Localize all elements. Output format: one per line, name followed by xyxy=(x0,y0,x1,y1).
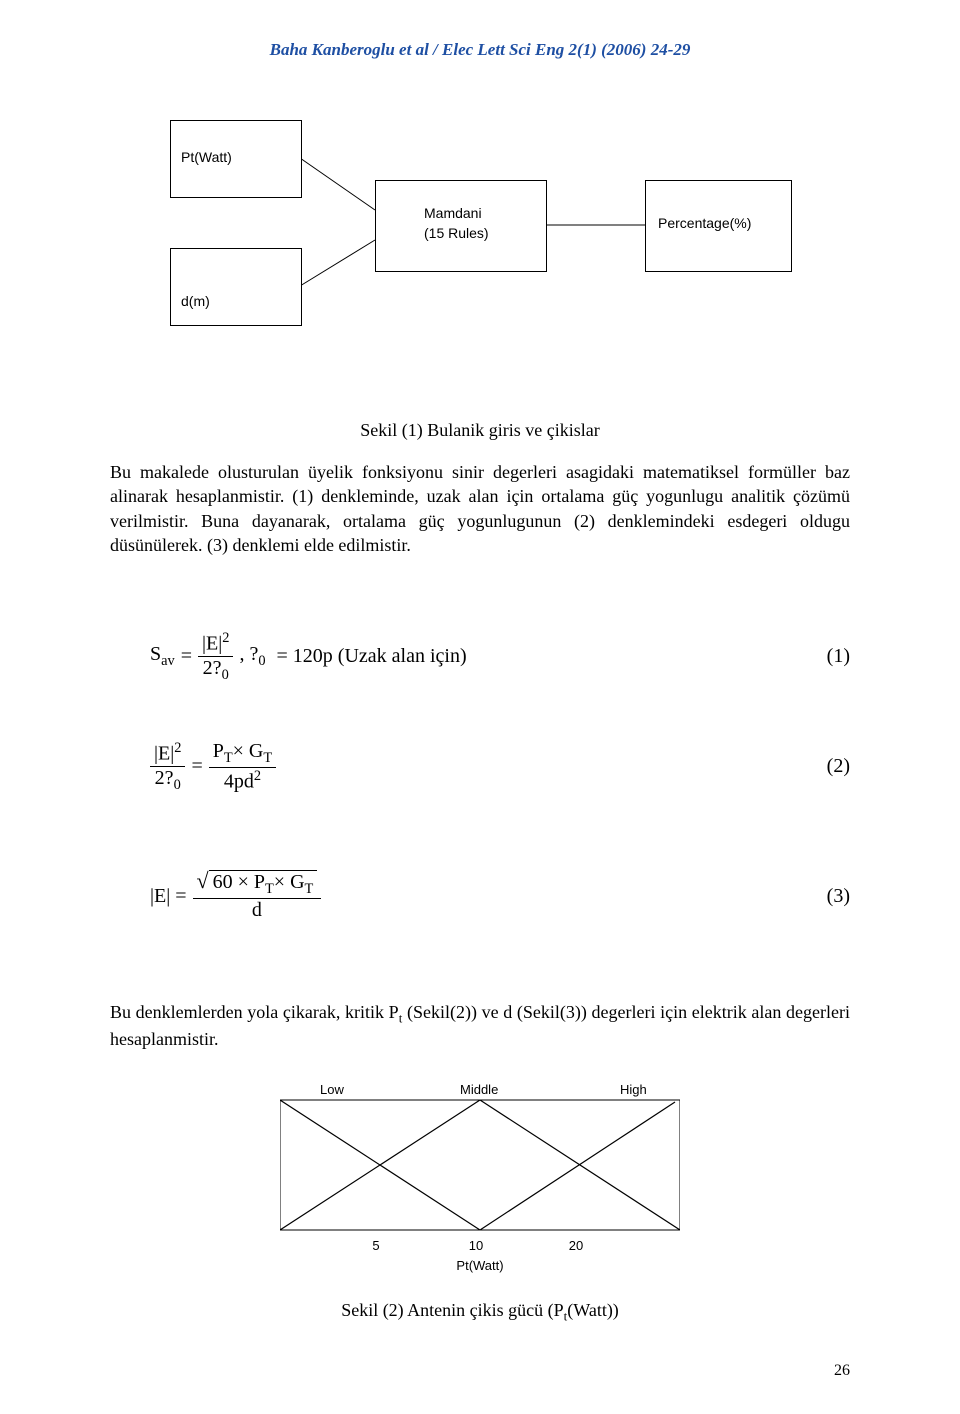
fig1-box-dm-label: d(m) xyxy=(181,293,210,309)
eq1-lhs: Sav xyxy=(150,643,175,670)
fig2-label-middle: Middle xyxy=(460,1082,498,1097)
fig1-box-out: Percentage(%) xyxy=(645,180,792,272)
figure-2-caption: Sekil (2) Antenin çikis gücü (Pt(Watt)) xyxy=(0,1300,960,1325)
fig2-tick-1: 10 xyxy=(469,1238,483,1253)
eq1-frac: |E|2 2?0 xyxy=(198,630,233,684)
paragraph-1: Bu makalede olusturulan üyelik fonksiyon… xyxy=(110,460,850,557)
eq3-lhs: |E| = xyxy=(150,885,187,908)
figure-1-flowchart: Pt(Watt) d(m) Mamdani (15 Rules) Percent… xyxy=(170,100,790,350)
equals-sign: = xyxy=(191,755,202,778)
fig1-box-mid-label2: (15 Rules) xyxy=(424,225,489,241)
fig2-xlabel: Pt(Watt) xyxy=(456,1258,503,1273)
eq1-trail: , ?0 xyxy=(239,643,270,670)
sqrt-icon: √ 60 × PT× GT xyxy=(197,870,318,898)
page-number: 26 xyxy=(834,1362,850,1380)
fig2-label-high: High xyxy=(620,1082,647,1097)
figure-2-membership: Low Middle High 5 10 20 Pt(Watt) xyxy=(280,1080,680,1280)
equation-1: Sav = |E|2 2?0 , ?0 = 120p (Uzak alan iç… xyxy=(150,630,850,684)
eq2-lhs-frac: |E|2 2?0 xyxy=(150,740,185,794)
eq3-frac: √ 60 × PT× GT d xyxy=(193,870,322,922)
equation-3: |E| = √ 60 × PT× GT d (3) xyxy=(150,870,850,922)
fig1-box-mid: Mamdani (15 Rules) xyxy=(375,180,547,272)
equation-2: |E|2 2?0 = PT× GT 4pd2 (2) xyxy=(150,740,850,794)
paragraph-2: Bu denklemlerden yola çikarak, kritik Pt… xyxy=(110,1000,850,1051)
fig1-box-mid-label1: Mamdani xyxy=(424,205,482,221)
fig1-box-pt: Pt(Watt) xyxy=(170,120,302,198)
fig2-label-low: Low xyxy=(320,1082,344,1097)
fig1-box-out-label: Percentage(%) xyxy=(658,215,751,231)
fig2-tick-0: 5 xyxy=(372,1238,379,1253)
figure-1-caption: Sekil (1) Bulanik giris ve çikislar xyxy=(0,420,960,441)
fig1-box-dm: d(m) xyxy=(170,248,302,326)
eq2-tag: (2) xyxy=(827,755,850,778)
figure-2-svg: Low Middle High 5 10 20 Pt(Watt) xyxy=(280,1080,680,1280)
running-header: Baha Kanberoglu et al / Elec Lett Sci En… xyxy=(0,0,960,60)
eq2-rhs-frac: PT× GT 4pd2 xyxy=(209,740,276,794)
eq1-rhs-text: = 120p (Uzak alan için) xyxy=(277,645,467,668)
fig1-box-pt-label: Pt(Watt) xyxy=(181,149,232,165)
eq3-tag: (3) xyxy=(827,885,850,908)
fig2-tick-2: 20 xyxy=(569,1238,583,1253)
equals-sign: = xyxy=(181,645,192,668)
eq1-tag: (1) xyxy=(827,645,850,668)
